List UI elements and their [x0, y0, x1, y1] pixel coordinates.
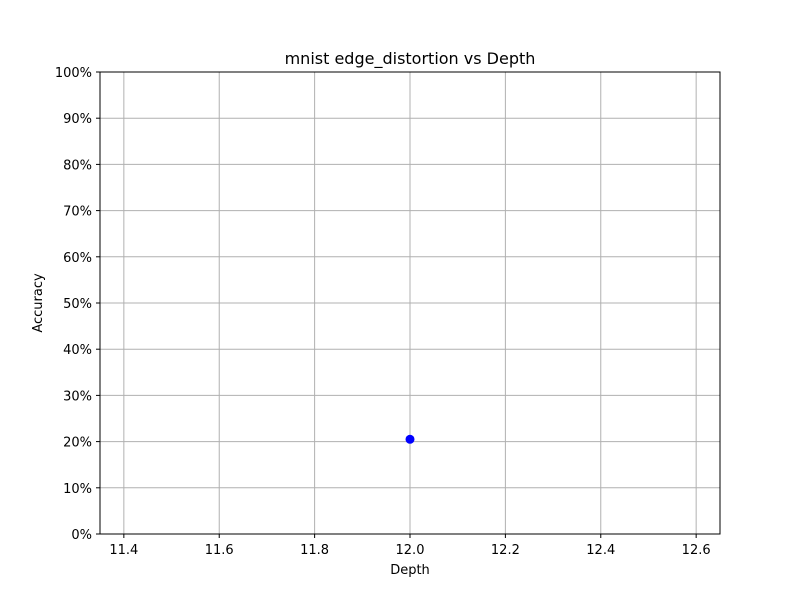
chart-title: mnist edge_distortion vs Depth	[285, 49, 536, 69]
x-tick-label: 12.6	[682, 543, 711, 558]
x-axis: 11.4 11.6 11.8 12.0 12.2 12.4 12.6	[109, 534, 711, 558]
y-tick-label: 20%	[63, 436, 92, 451]
grid	[100, 71, 720, 535]
x-tick-label: 11.8	[300, 543, 329, 558]
y-tick-label: 100%	[55, 66, 92, 81]
y-tick-label: 80%	[63, 158, 92, 173]
y-tick-label: 30%	[63, 389, 92, 404]
y-tick-label: 70%	[63, 205, 92, 220]
y-tick-label: 90%	[63, 112, 92, 127]
y-tick-label: 0%	[71, 528, 92, 543]
y-tick-label: 40%	[63, 343, 92, 358]
x-tick-label: 12.0	[396, 543, 425, 558]
data-points	[405, 434, 415, 444]
y-tick-label: 50%	[63, 297, 92, 312]
y-axis: 0% 10% 20% 30% 40% 50% 60% 70% 80% 90% 100%	[55, 66, 100, 543]
x-tick-label: 12.2	[491, 543, 520, 558]
x-tick-label: 11.4	[109, 543, 138, 558]
scatter-point	[405, 434, 415, 444]
y-axis-label: Accuracy	[31, 273, 46, 333]
y-tick-label: 10%	[63, 482, 92, 497]
y-tick-label: 60%	[63, 251, 92, 266]
x-tick-label: 12.4	[586, 543, 615, 558]
x-tick-label: 11.6	[205, 543, 234, 558]
x-axis-label: Depth	[390, 563, 430, 578]
